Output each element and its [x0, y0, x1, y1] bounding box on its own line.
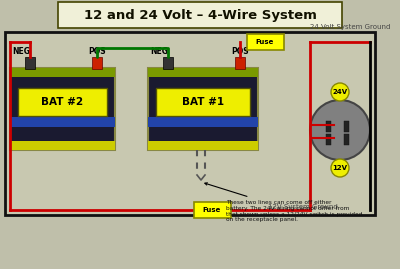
Text: 12V System Ground: 12V System Ground [268, 204, 338, 210]
Bar [92, 57, 102, 69]
Bar [25, 57, 35, 69]
FancyBboxPatch shape [194, 202, 231, 218]
Text: NEG: NEG [12, 47, 30, 56]
Text: BAT #1: BAT #1 [182, 97, 224, 107]
Bar [148, 68, 258, 77]
Circle shape [331, 83, 349, 101]
FancyBboxPatch shape [58, 2, 342, 28]
Text: 12V: 12V [332, 165, 348, 171]
Bar [10, 68, 115, 77]
Bar [344, 121, 349, 132]
Bar [326, 121, 331, 132]
Bar [148, 141, 258, 150]
Bar [5, 32, 375, 215]
Bar [18, 88, 107, 116]
Bar [235, 57, 245, 69]
Text: 12 and 24 Volt – 4-Wire System: 12 and 24 Volt – 4-Wire System [84, 9, 316, 22]
Bar [10, 141, 115, 150]
Bar [10, 68, 115, 150]
Bar [156, 88, 250, 116]
Bar [344, 134, 349, 145]
Circle shape [331, 159, 349, 177]
Text: These two lines can come off either
battery. The 24V wiring cannot differ from
t: These two lines can come off either batt… [205, 183, 362, 222]
Circle shape [310, 100, 370, 160]
Text: BAT #2: BAT #2 [41, 97, 83, 107]
Text: POS: POS [88, 47, 106, 56]
Bar [163, 57, 173, 69]
Bar [10, 117, 115, 127]
FancyBboxPatch shape [247, 34, 284, 50]
Bar [148, 68, 258, 150]
Text: 24V: 24V [332, 89, 348, 95]
Bar [326, 134, 331, 145]
Text: NEG: NEG [150, 47, 168, 56]
Text: Fuse: Fuse [256, 39, 274, 45]
Bar [148, 117, 258, 127]
Text: POS: POS [231, 47, 249, 56]
Text: 24 Volt System Ground: 24 Volt System Ground [310, 24, 390, 30]
Text: Fuse: Fuse [203, 207, 221, 213]
